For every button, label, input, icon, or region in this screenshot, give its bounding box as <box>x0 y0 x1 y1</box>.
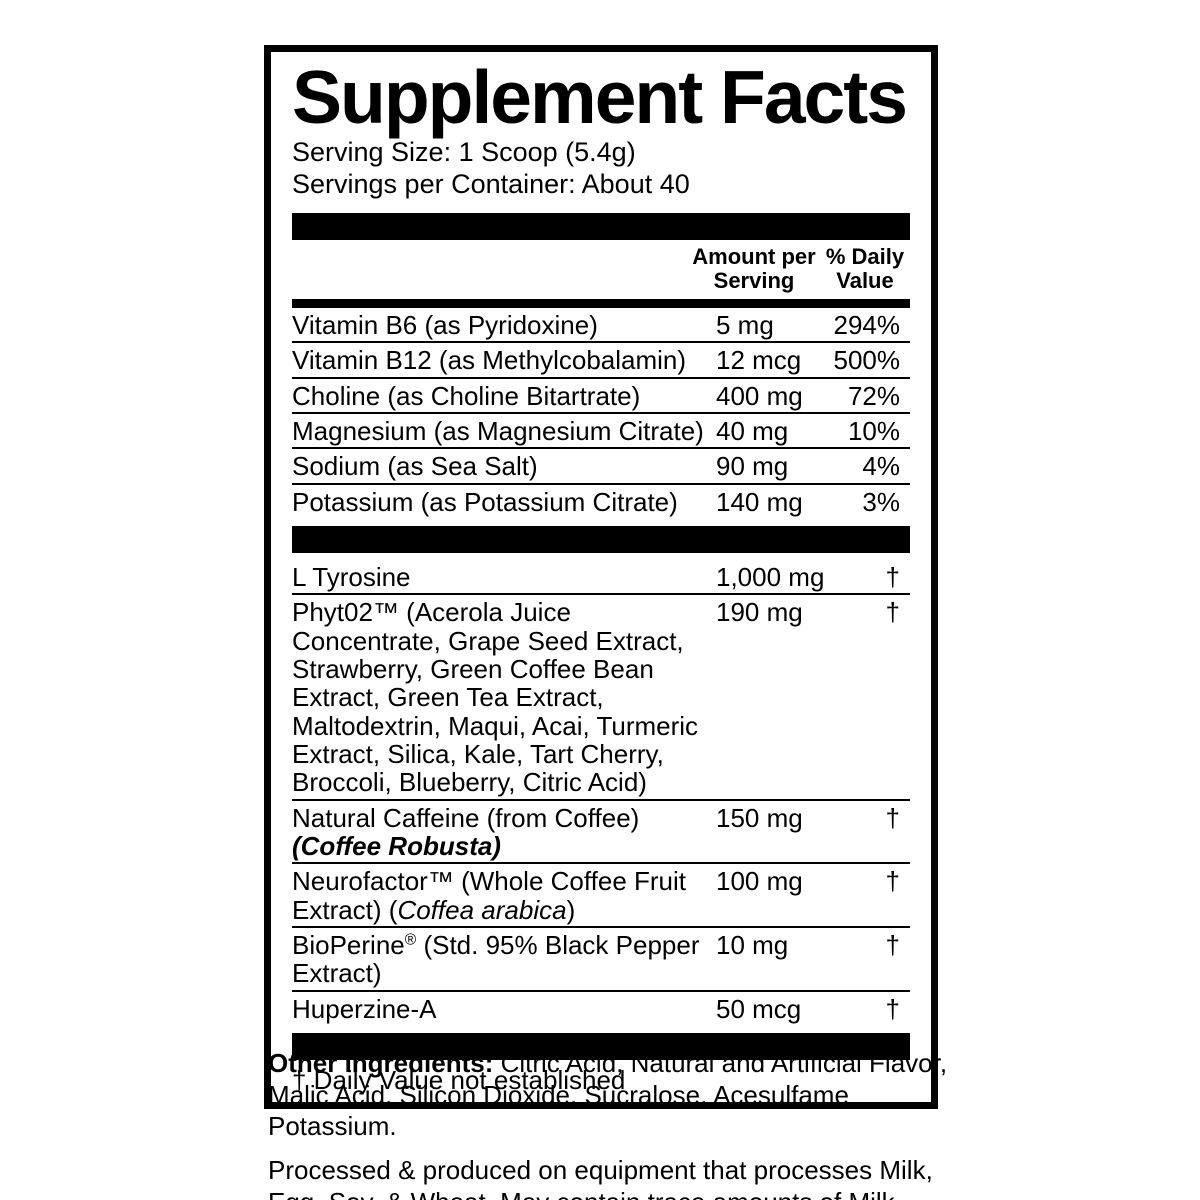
nutrient-amount: 140 mg <box>716 486 803 517</box>
ingredient-name: BioPerine® (Std. 95% Black Pepper Extrac… <box>292 931 716 988</box>
ingredient-row-phyt02: Phyt02™ (Acerola Juice Concentrate, Grap… <box>292 595 910 801</box>
ingredient-daily-value: † <box>885 929 900 960</box>
nutrient-amount: 90 mg <box>716 451 789 482</box>
ingredient-amount: 10 mg <box>716 929 789 960</box>
nutrient-name: Vitamin B6 (as Pyridoxine) <box>292 309 598 340</box>
ingredient-name-text: Neurofactor™ (Whole Coffee Fruit Extract… <box>292 866 686 925</box>
nutrient-row-potassium: Potassium (as Potassium Citrate) 140 mg … <box>292 485 910 518</box>
ingredient-name-text-end: (Std. 95% Black Pepper Extract) <box>292 929 700 989</box>
ingredient-name-species: Coffea arabica <box>397 894 567 925</box>
divider-bar-header <box>292 298 910 308</box>
ingredient-amount: 50 mcg <box>716 993 802 1024</box>
ingredient-daily-value: † <box>885 993 900 1024</box>
other-ingredients-list: Citric Acid, Natural and Artificial Flav… <box>268 1048 948 1142</box>
ingredient-name-text-end: ) <box>566 894 576 925</box>
column-headers: Amount per Serving % Daily Value <box>292 243 910 294</box>
ingredient-row-neurofactor: Neurofactor™ (Whole Coffee Fruit Extract… <box>292 864 910 928</box>
ingredient-amount: 100 mg <box>716 866 803 897</box>
panel-title: Supplement Facts <box>292 55 908 139</box>
ingredient-row-bioperine: BioPerine® (Std. 95% Black Pepper Extrac… <box>292 928 910 992</box>
ingredient-name: Phyt02™ (Acerola Juice Concentrate, Grap… <box>292 597 699 798</box>
nutrient-row-magnesium: Magnesium (as Magnesium Citrate) 40 mg 1… <box>292 414 910 450</box>
ingredient-amount: 150 mg <box>716 802 803 833</box>
ingredient-name: Huperzine-A <box>292 993 437 1024</box>
serving-size: Serving Size: 1 Scoop (5.4g) <box>292 137 636 167</box>
nutrient-name: Sodium (as Sea Salt) <box>292 451 538 482</box>
ingredient-name: Natural Caffeine (from Coffee) (Coffee R… <box>292 802 716 861</box>
ingredient-row-natural-caffeine: Natural Caffeine (from Coffee) (Coffee R… <box>292 801 910 865</box>
ingredient-name-text: Natural Caffeine (from Coffee) <box>292 802 640 833</box>
registered-mark: ® <box>404 931 417 949</box>
nutrient-amount: 5 mg <box>716 309 774 340</box>
nutrient-row-sodium: Sodium (as Sea Salt) 90 mg 4% <box>292 449 910 485</box>
nutrient-daily-value: 10% <box>847 415 900 446</box>
ingredient-amount: 1,000 mg <box>716 561 825 592</box>
supplement-facts-panel: Supplement Facts Serving Size: 1 Scoop (… <box>264 45 938 1110</box>
daily-value-footnote: † Daily Value not established <box>292 1064 626 1095</box>
ingredient-amount: 190 mg <box>716 597 803 628</box>
other-ingredients-label: Other Ingredients: <box>268 1048 494 1078</box>
ingredient-daily-value: † <box>885 597 900 628</box>
nutrient-amount: 12 mcg <box>716 345 802 376</box>
serving-info: Serving Size: 1 Scoop (5.4g) Servings pe… <box>292 137 910 201</box>
divider-bar-middle <box>292 525 910 553</box>
nutrient-daily-value: 294% <box>833 309 901 340</box>
ingredient-name: L Tyrosine <box>292 561 411 592</box>
column-header-daily-value: % Daily Value <box>825 243 905 294</box>
ingredient-name-emphasis: (Coffee Robusta) <box>292 830 501 861</box>
nutrient-amount: 40 mg <box>716 415 789 446</box>
ingredient-row-l-tyrosine: L Tyrosine 1,000 mg † <box>292 560 910 596</box>
label-footer: Other Ingredients: Citric Acid, Natural … <box>268 1048 958 1200</box>
nutrient-name: Vitamin B12 (as Methylcobalamin) <box>292 345 687 376</box>
nutrient-daily-value: 4% <box>862 451 900 482</box>
ingredient-row-huperzine-a: Huperzine-A 50 mcg † <box>292 992 910 1025</box>
nutrient-name: Choline (as Choline Bitartrate) <box>292 380 641 411</box>
nutrient-row-vitamin-b6: Vitamin B6 (as Pyridoxine) 5 mg 294% <box>292 308 910 344</box>
nutrient-name: Potassium (as Potassium Citrate) <box>292 486 678 517</box>
column-header-amount: Amount per Serving <box>692 243 816 294</box>
ingredient-name: Neurofactor™ (Whole Coffee Fruit Extract… <box>292 867 716 924</box>
allergen-statement: Processed & produced on equipment that p… <box>268 1155 933 1200</box>
nutrient-amount: 400 mg <box>716 380 803 411</box>
divider-bar-bottom <box>292 1032 910 1060</box>
ingredient-daily-value: † <box>885 866 900 897</box>
nutrient-name: Magnesium (as Magnesium Citrate) <box>292 415 704 446</box>
nutrient-daily-value: 72% <box>847 380 900 411</box>
nutrient-row-vitamin-b12: Vitamin B12 (as Methylcobalamin) 12 mcg … <box>292 343 910 379</box>
divider-bar-top <box>292 212 910 240</box>
ingredient-name-text: BioPerine <box>292 929 405 960</box>
nutrient-daily-value: 500% <box>833 345 901 376</box>
other-ingredients: Other Ingredients: Citric Acid, Natural … <box>268 1048 958 1143</box>
servings-per-container: Servings per Container: About 40 <box>292 168 690 199</box>
ingredient-daily-value: † <box>885 802 900 833</box>
nutrient-row-choline: Choline (as Choline Bitartrate) 400 mg 7… <box>292 379 910 414</box>
ingredient-daily-value: † <box>885 561 900 592</box>
nutrient-daily-value: 3% <box>862 486 900 517</box>
